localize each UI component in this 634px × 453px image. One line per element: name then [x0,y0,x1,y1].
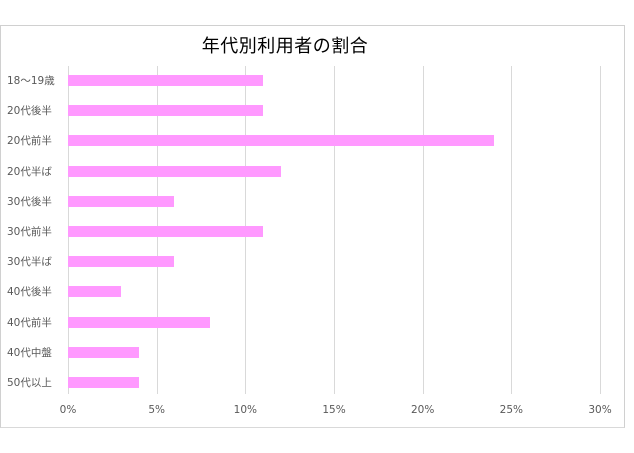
chart-frame [0,25,625,428]
bar-row: 30代前半 [0,217,600,247]
bar [68,256,175,268]
bar [68,135,494,147]
bar [68,316,210,328]
x-tick-label: 25% [499,404,523,416]
bar [68,377,139,388]
category-label: 40代後半 [7,286,52,299]
x-tick-label: 15% [322,404,346,416]
x-tick-label: 5% [148,404,165,416]
category-label: 50代以上 [7,377,52,389]
bar-row: 30代半ば [0,247,600,277]
bar-row: 50代以上 [0,368,600,398]
category-label: 30代前半 [7,226,52,238]
bar [68,105,264,117]
bar [68,346,139,358]
bar-row: 30代後半 [0,187,600,217]
category-label: 40代中盤 [7,346,52,359]
gridline [600,66,601,394]
x-tick-label: 10% [233,404,257,416]
bar-row: 40代前半 [0,308,600,338]
bar [68,165,281,177]
gridline [511,66,513,394]
bar [68,195,175,207]
gridline [422,66,424,394]
bar-row: 20代前半 [0,126,600,156]
bar [68,286,122,298]
category-label: 20代後半 [7,105,52,118]
bar-row: 40代中盤 [0,338,600,368]
plot-area: 18〜19歳 20代後半 20代前半 20代半ば 30代後半 30代前半 30代半ば 40代後… [7,66,601,394]
category-label: 30代半ば [7,256,52,269]
category-label: 30代後半 [7,195,52,208]
bar-row: 40代後半 [0,277,600,307]
category-label: 18〜19歳 [7,75,55,87]
chart-title: 年代別利用者の割合 [201,36,369,57]
bar [68,226,264,237]
x-tick-label: 30% [588,404,612,416]
bar [68,75,264,86]
x-tick-label: 0% [59,404,77,416]
bar-row: 20代半ば [0,157,600,187]
bar-row: 18〜19歳 [0,66,600,96]
category-label: 20代前半 [7,135,52,148]
gridline [334,66,335,394]
category-label: 20代半ば [7,165,52,178]
category-label: 40代前半 [7,316,52,329]
x-tick-label: 20% [410,404,435,416]
bar-row: 20代後半 [0,96,600,126]
